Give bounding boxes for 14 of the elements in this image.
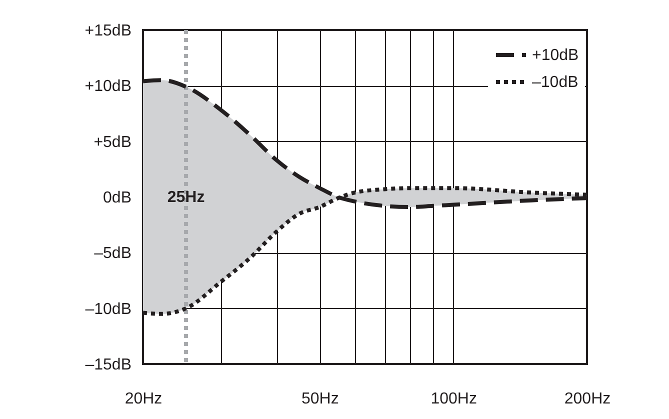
- x-tick-label: 50Hz: [302, 390, 339, 408]
- y-tick-label: –5dB: [94, 245, 132, 262]
- y-tick-label: –10dB: [85, 300, 132, 318]
- y-tick-label: +15dB: [84, 22, 132, 40]
- x-tick-label: 100Hz: [430, 390, 477, 408]
- x-tick-label: 200Hz: [564, 390, 611, 408]
- legend-label: +10dB: [532, 47, 579, 64]
- ref-line-label: 25Hz: [167, 189, 205, 206]
- x-tick-label: 20Hz: [124, 390, 162, 408]
- y-tick-label: –15dB: [85, 356, 132, 374]
- legend-label: –10dB: [532, 74, 578, 91]
- y-tick-label: +5dB: [94, 134, 132, 151]
- y-tick-label: 0dB: [103, 190, 132, 206]
- y-tick-label: +10dB: [84, 78, 132, 96]
